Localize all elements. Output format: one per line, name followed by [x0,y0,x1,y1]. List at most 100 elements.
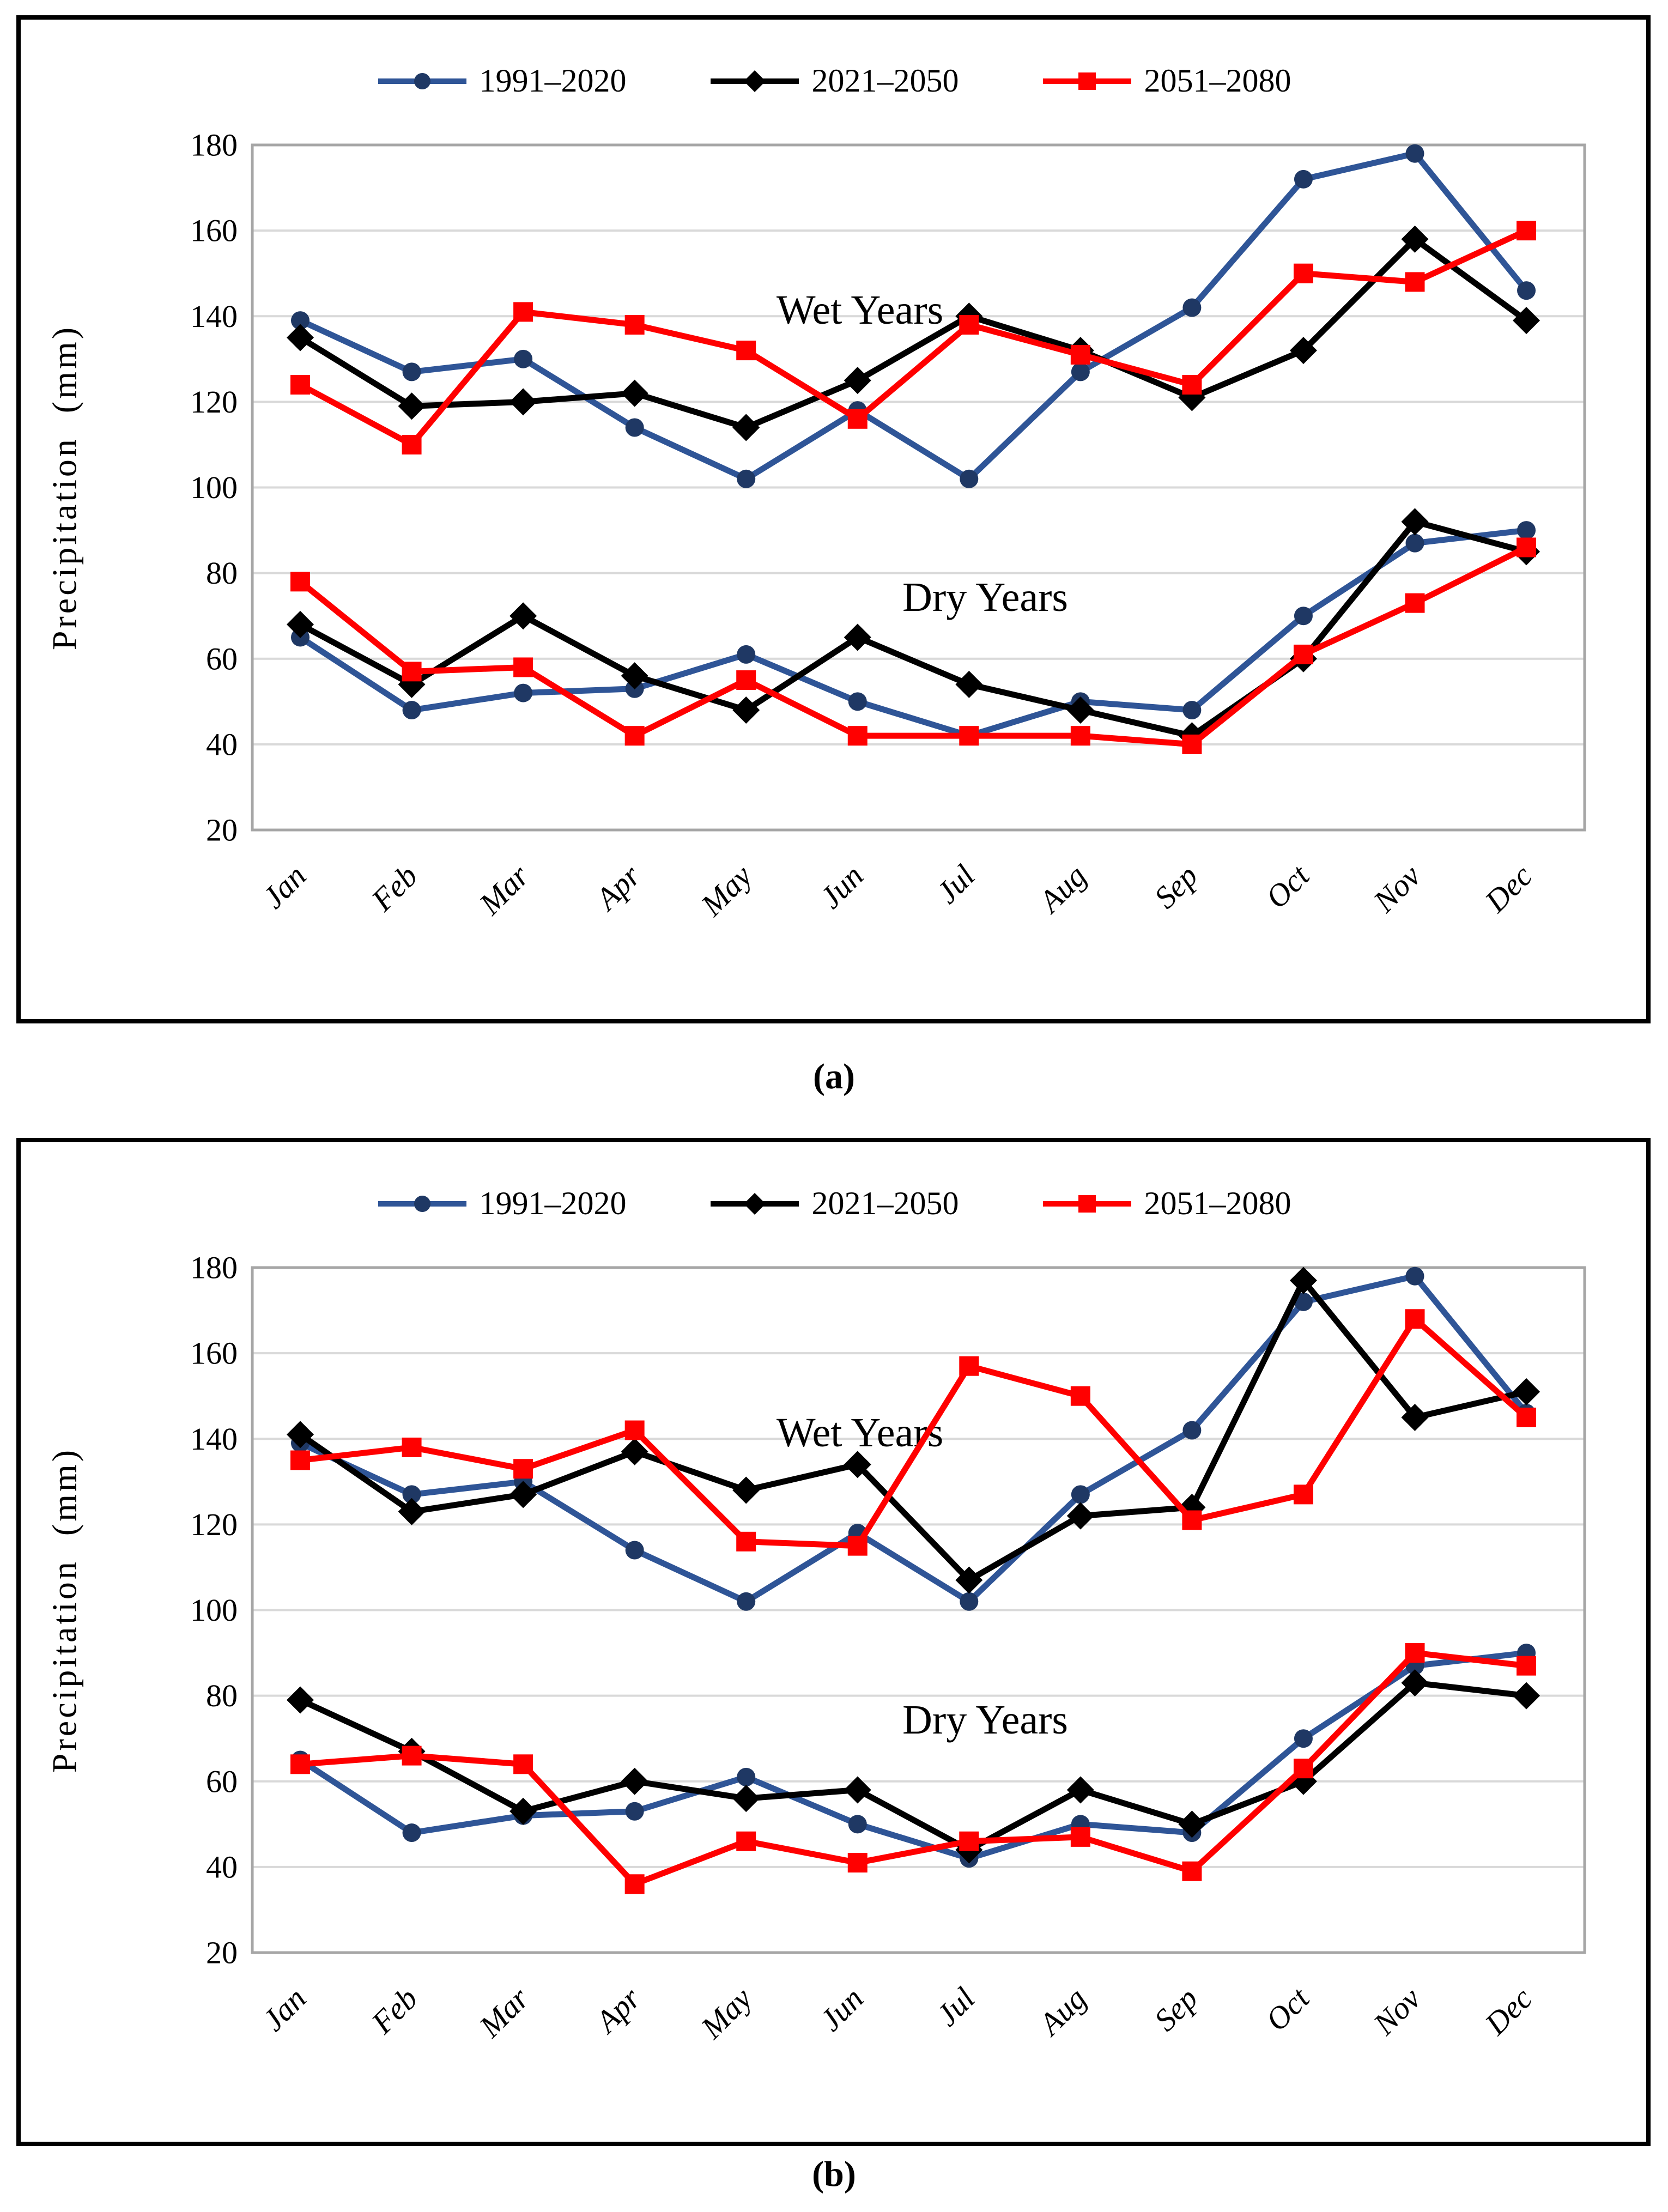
data-point-square [402,662,422,682]
x-tick-label: Aug [1030,1980,1093,2043]
data-point-square [624,314,645,335]
data-point-circle [737,645,756,664]
legend-item-2051-2080: 2051–2080 [1041,1185,1291,1222]
data-point-square [1517,1407,1537,1427]
data-point-diamond [287,610,314,638]
x-tick-label: Sep [1147,1980,1204,2038]
x-tick-label: Jan [256,1980,313,2038]
data-point-square [736,1831,756,1851]
data-point-square [402,1746,422,1766]
data-point-square [402,1437,422,1457]
x-tick-label: Jun [813,1980,870,2038]
x-tick-label: May [694,1980,759,2046]
data-point-circle [514,349,533,368]
data-point-circle [848,1815,867,1834]
series-1991-2020-wet [291,144,1536,488]
series-2021-2050-wet [287,1266,1540,1594]
annotation-dry-years: Dry Years [902,574,1068,620]
x-tick-label: Oct [1259,1980,1317,2038]
data-point-square [624,726,645,746]
data-point-diamond [621,662,648,690]
plot-frame [251,1266,1586,1954]
chart-panel-b: 1991–2020 2021–2050 2051–2080 20 40 60 80 10… [16,1138,1651,2146]
data-point-circle [848,692,867,711]
data-point-circle [1294,169,1313,189]
data-point-circle [625,1802,644,1821]
data-point-square [959,726,979,746]
data-point-diamond [1066,1776,1094,1804]
data-point-square [1293,1759,1313,1779]
data-point-circle [514,683,533,702]
data-point-square [513,1459,533,1479]
data-point-diamond [1401,508,1429,536]
data-point-circle [1182,298,1202,317]
y-tick-label: 60 [206,641,238,676]
data-point-square [1517,537,1537,557]
y-tick-label: 160 [190,213,238,249]
data-point-circle [291,311,310,330]
data-point-square [1182,1861,1202,1881]
series-2051-2080-wet [290,1309,1537,1556]
data-point-diamond [732,1785,760,1813]
data-point-diamond [1513,1682,1540,1710]
legend-circle [414,1195,430,1212]
data-point-diamond [621,1438,648,1465]
series-line [297,150,1530,482]
data-point-square [624,1420,645,1440]
data-point-square [1070,344,1090,365]
legend-label: 2051–2080 [1144,1185,1291,1221]
data-point-circle [1294,1292,1313,1311]
data-point-diamond [510,388,537,416]
data-point-circle [1071,1485,1090,1504]
legend-b: 1991–2020 2021–2050 2051–2080 [21,1185,1646,1222]
data-point-diamond [732,696,760,724]
legend-label: 2021–2050 [811,1185,959,1221]
x-tick-label: Mar [472,1980,536,2045]
y-tick-label: 120 [190,384,238,420]
data-point-square [847,1536,868,1556]
data-point-square [959,314,979,335]
data-point-circle [960,469,979,488]
data-point-diamond [398,392,426,420]
x-tick-label: Nov [1366,858,1428,919]
data-point-square [1293,644,1313,664]
data-point-square [1517,221,1537,241]
y-tick-label: 100 [190,470,238,505]
data-point-circle [1182,701,1202,720]
data-point-square [290,374,310,395]
data-point-diamond [732,1476,760,1504]
data-point-circle [1517,281,1536,300]
y-tick-label: 100 [190,1592,238,1628]
data-point-square [402,434,422,454]
data-point-diamond [510,1797,537,1825]
legend-diamond [743,1192,766,1215]
x-tick-label: Jul [929,858,981,910]
x-tick-label: Feb [364,858,424,918]
y-tick-label: 140 [190,299,238,334]
panel-label-a: (a) [813,1057,855,1096]
data-point-square [290,1450,310,1470]
data-point-square [847,1853,868,1873]
series-line [297,518,1530,739]
data-point-square [1070,1386,1090,1406]
data-point-square [624,1874,645,1894]
data-point-circle [737,1592,756,1611]
data-point-diamond [844,1776,871,1804]
data-point-diamond [732,414,760,441]
y-tick-label: 80 [206,1678,238,1713]
data-point-circle [1405,534,1424,553]
data-point-diamond [510,602,537,630]
legend-diamond-marker-icon [710,70,799,92]
y-tick-label: 60 [206,1763,238,1799]
data-point-circle [1405,1266,1424,1286]
data-point-square [1405,593,1425,613]
series-2021-2050-wet [287,225,1540,441]
data-point-diamond [955,1566,983,1594]
data-point-square [290,1754,310,1774]
series-2021-2050-dry [287,508,1540,750]
data-point-diamond [1513,1378,1540,1405]
data-point-square [1405,1309,1425,1329]
data-point-circle [625,1541,644,1560]
legend-square-marker-icon [1042,1195,1131,1213]
data-point-circle [1294,1729,1313,1748]
